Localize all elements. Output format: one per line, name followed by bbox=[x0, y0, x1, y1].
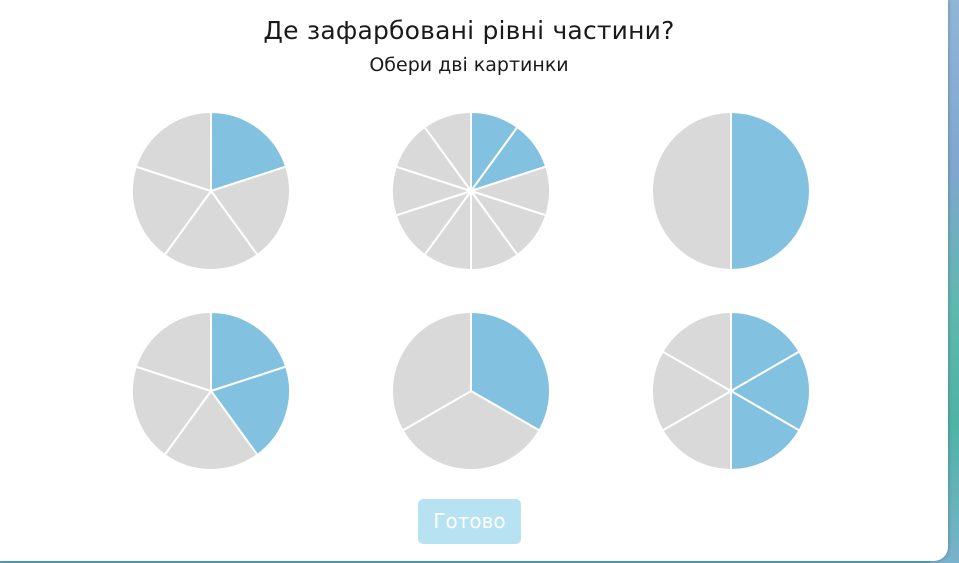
pie-chart bbox=[391, 111, 551, 271]
pie-slice bbox=[163, 190, 259, 271]
pie-slice bbox=[661, 390, 732, 471]
question-title: Де зафарбовані рівні частини? bbox=[263, 16, 675, 45]
pie-slice bbox=[131, 365, 212, 456]
pie-chart bbox=[131, 111, 291, 271]
pie-slice-shaded bbox=[730, 311, 801, 392]
pie-slice bbox=[423, 111, 472, 192]
pie-slice-shaded bbox=[210, 111, 288, 192]
pie-option-2[interactable] bbox=[390, 110, 552, 272]
pie-slice-shaded bbox=[210, 311, 288, 392]
pie-slice bbox=[210, 165, 291, 256]
pie-chart bbox=[651, 111, 811, 271]
pie-chart bbox=[131, 311, 291, 471]
pie-slice bbox=[163, 390, 259, 471]
pie-slice-shaded bbox=[730, 111, 811, 271]
pie-slice-shaded bbox=[730, 390, 801, 471]
pie-option-1[interactable] bbox=[130, 110, 292, 272]
pie-slice bbox=[651, 111, 732, 271]
pie-slice bbox=[401, 390, 541, 471]
question-subtitle: Обери дві картинки bbox=[369, 54, 569, 76]
pie-slice bbox=[134, 111, 212, 192]
pie-chart bbox=[651, 311, 811, 471]
pie-option-4[interactable] bbox=[130, 310, 292, 472]
pie-slice-shaded bbox=[470, 311, 551, 432]
pie-slice bbox=[134, 311, 212, 392]
pie-slice-shaded bbox=[730, 350, 811, 432]
pie-chart bbox=[391, 311, 551, 471]
pie-slice bbox=[391, 311, 472, 432]
pie-option-6[interactable] bbox=[650, 310, 812, 472]
pie-slice bbox=[131, 165, 212, 256]
pie-slice bbox=[651, 350, 732, 432]
pie-slice-shaded bbox=[210, 365, 291, 456]
pie-option-3[interactable] bbox=[650, 110, 812, 272]
pie-slice bbox=[661, 311, 732, 392]
pie-option-5[interactable] bbox=[390, 310, 552, 472]
done-button[interactable]: Готово bbox=[418, 499, 521, 544]
